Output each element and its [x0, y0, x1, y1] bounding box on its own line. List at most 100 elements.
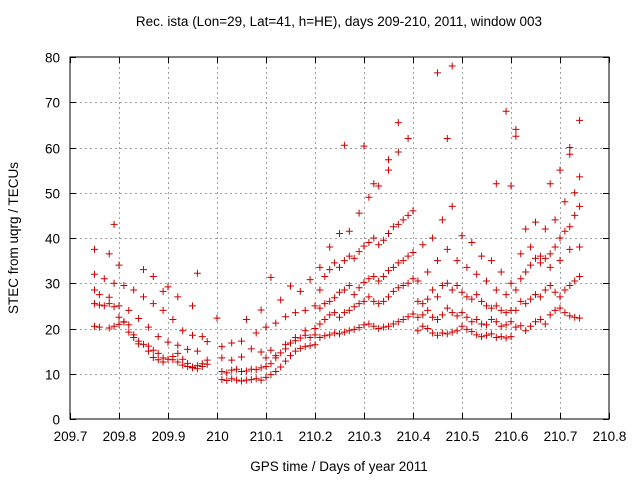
data-point: [502, 291, 510, 299]
data-point: [120, 282, 128, 290]
data-point: [541, 286, 549, 294]
data-point: [282, 313, 290, 321]
data-point: [105, 324, 113, 332]
data-point: [340, 328, 348, 336]
data-point: [291, 347, 299, 355]
data-point: [287, 282, 294, 290]
data-point: [228, 356, 236, 364]
data-point: [336, 330, 343, 338]
data-point: [556, 257, 564, 265]
data-point: [350, 325, 358, 333]
data-point: [414, 327, 422, 335]
data-point: [130, 286, 138, 294]
data-point: [453, 327, 461, 335]
data-point: [370, 272, 378, 280]
data-point: [448, 328, 456, 336]
data-point: [394, 284, 402, 292]
data-point: [159, 354, 167, 362]
data-point: [517, 322, 525, 330]
data-point: [174, 358, 182, 366]
grid-lines: [70, 57, 609, 419]
data-point: [424, 268, 432, 276]
data-point: [453, 312, 461, 320]
data-point: [326, 331, 334, 339]
data-point: [355, 248, 363, 256]
data-point: [91, 300, 98, 308]
data-point: [91, 286, 98, 294]
data-point: [375, 241, 383, 249]
data-point: [340, 257, 348, 265]
data-point: [571, 277, 579, 285]
data-point: [380, 272, 388, 280]
data-point: [414, 277, 422, 285]
data-point: [360, 321, 368, 329]
data-point: [110, 220, 118, 228]
data-point: [365, 239, 373, 247]
data-point: [135, 315, 143, 323]
y-tick-label: 80: [45, 51, 60, 66]
data-point: [355, 324, 363, 332]
data-point: [566, 312, 574, 320]
data-point: [385, 166, 392, 174]
data-point: [380, 323, 388, 331]
data-point: [267, 346, 275, 354]
data-point: [380, 236, 388, 244]
data-point: [517, 297, 525, 305]
data-point: [233, 365, 241, 373]
data-point: [458, 232, 466, 240]
data-point: [316, 334, 324, 342]
data-point: [306, 342, 314, 350]
data-point: [262, 373, 270, 381]
data-point: [203, 356, 211, 364]
data-point: [144, 323, 152, 331]
data-point: [419, 241, 427, 249]
data-point: [478, 333, 486, 341]
data-point: [189, 363, 196, 371]
data-point: [159, 287, 167, 295]
data-point: [140, 266, 147, 274]
data-point: [125, 328, 133, 336]
data-point: [120, 318, 128, 326]
data-point: [546, 250, 554, 258]
data-point: [487, 304, 495, 312]
data-point: [296, 344, 304, 352]
data-point: [287, 339, 294, 347]
data-point: [355, 300, 363, 308]
x-tick-label: 210.5: [446, 429, 480, 444]
data-point: [336, 313, 343, 321]
data-point: [105, 250, 113, 258]
data-point: [115, 320, 123, 328]
data-point: [326, 311, 334, 319]
data-point: [429, 313, 437, 321]
data-point: [110, 279, 118, 287]
data-point: [483, 321, 490, 329]
data-point: [336, 229, 343, 237]
data-point: [468, 318, 476, 326]
data-point: [448, 62, 456, 70]
data-point: [331, 329, 339, 337]
data-point: [355, 284, 363, 292]
data-point: [267, 273, 275, 281]
y-tick-label: 50: [45, 187, 60, 202]
data-point: [321, 315, 329, 323]
data-point: [355, 209, 363, 217]
data-point: [385, 267, 392, 275]
x-tick-label: 209.7: [54, 429, 88, 444]
data-point: [179, 361, 187, 369]
data-point: [193, 347, 201, 355]
data-point: [512, 323, 520, 331]
data-point: [130, 331, 138, 339]
data-point: [419, 300, 427, 308]
data-point: [345, 282, 353, 290]
data-point: [203, 338, 211, 346]
data-point: [316, 320, 324, 328]
data-point: [468, 239, 476, 247]
data-point: [566, 245, 574, 253]
data-point: [448, 286, 456, 294]
data-point: [257, 376, 265, 384]
data-point: [282, 340, 290, 348]
data-point: [517, 275, 525, 283]
data-point: [536, 252, 544, 260]
data-point: [193, 362, 201, 370]
data-point: [394, 220, 402, 228]
